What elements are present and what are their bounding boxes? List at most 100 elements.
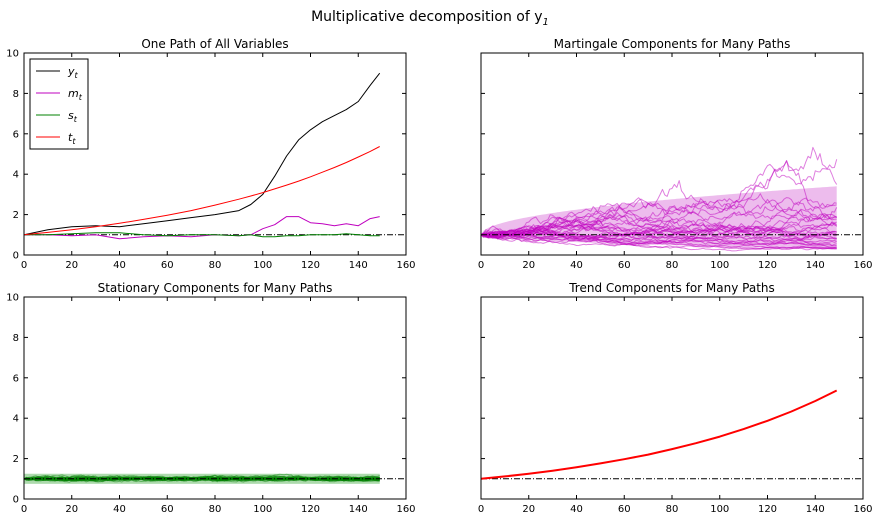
stationary-path	[24, 475, 380, 481]
legend-label-m: mt	[68, 87, 83, 102]
x-tick-label: 160	[853, 504, 872, 515]
x-tick-label: 120	[758, 504, 777, 515]
y-tick-label: 0	[13, 251, 19, 262]
x-tick-label: 0	[478, 504, 484, 515]
figure-suptitle: Multiplicative decomposition of y1	[311, 9, 549, 28]
martingale-path	[481, 197, 838, 240]
x-tick-label: 40	[570, 504, 583, 515]
series-line-y	[24, 72, 381, 236]
y-tick-label: 2	[13, 210, 19, 221]
stationary-path	[24, 474, 380, 482]
y-tick-label: 8	[13, 89, 19, 100]
x-tick-label: 100	[710, 504, 729, 515]
x-tick-label: 80	[666, 260, 679, 271]
x-tick-label: 160	[396, 504, 415, 515]
subplot-stationary: 0 20 40 60 80 100 120 140 160 0 2 4 6 8 10 Stationary C…	[6, 281, 415, 515]
x-tick-label: 100	[710, 260, 729, 271]
x-tick-label: 60	[161, 504, 174, 515]
x-tick-label: 40	[570, 260, 583, 271]
subplot-trend: 0 20 40 60 80 100 120 140 160 Trend Components fo…	[478, 281, 873, 515]
plot-area	[24, 72, 406, 240]
martingale-path	[481, 220, 837, 240]
x-tick-label: 0	[21, 504, 27, 515]
martingale-path	[481, 224, 837, 242]
legend-label-main: s	[68, 109, 74, 122]
x-tick-label: 20	[65, 260, 78, 271]
y-tick-label: 2	[13, 454, 19, 465]
legend-label-t: tt	[68, 131, 76, 146]
y-tick-label: 4	[13, 170, 19, 181]
x-tick-label: 80	[209, 504, 222, 515]
x-tick-label: 20	[522, 260, 535, 271]
x-tick-label: 100	[253, 260, 272, 271]
plot-area	[481, 146, 863, 252]
x-tick-label: 60	[618, 504, 631, 515]
x-tick-label: 20	[65, 504, 78, 515]
stationary-path	[24, 474, 380, 482]
legend-label-subscript: t	[75, 71, 79, 80]
x-tick-label: 0	[21, 260, 27, 271]
stationary-path	[24, 475, 380, 483]
y-tick-label: 10	[6, 49, 19, 60]
y-tick-label: 6	[13, 129, 19, 140]
x-tick-label: 60	[618, 260, 631, 271]
x-tick-label: 160	[396, 260, 415, 271]
x-tick-label: 120	[301, 260, 320, 271]
x-tick-label: 140	[806, 504, 825, 515]
y-tick-label: 8	[13, 333, 19, 344]
y-tick-label: 6	[13, 373, 19, 384]
x-tick-label: 120	[301, 504, 320, 515]
legend-label-y: yt	[67, 65, 79, 80]
stationary-path	[24, 476, 380, 483]
x-tick-label: 80	[209, 260, 222, 271]
x-tick-label: 20	[522, 504, 535, 515]
subplot-title: Stationary Components for Many Paths	[98, 281, 333, 295]
stationary-path	[24, 475, 380, 483]
plot-area	[481, 389, 863, 480]
x-tick-label: 140	[349, 504, 368, 515]
martingale-path	[481, 230, 837, 243]
x-tick-label: 100	[253, 504, 272, 515]
stationary-path	[24, 475, 380, 483]
axes-frame	[23, 296, 407, 500]
x-tick-label: 0	[478, 260, 484, 271]
series-line-m	[24, 216, 380, 240]
suptitle-text: Multiplicative decomposition of y	[311, 9, 542, 25]
legend-label-main: t	[68, 131, 73, 144]
x-tick-label: 160	[853, 260, 872, 271]
martingale-path	[481, 225, 837, 242]
legend-label-subscript: t	[79, 93, 83, 102]
x-tick-label: 120	[758, 260, 777, 271]
stationary-path	[24, 475, 380, 482]
trend-line	[481, 389, 838, 480]
legend-label-subscript: t	[72, 137, 76, 146]
x-tick-label: 140	[349, 260, 368, 271]
x-tick-label: 140	[806, 260, 825, 271]
legend-label-subscript: t	[74, 115, 78, 124]
x-tick-label: 80	[666, 504, 679, 515]
axes-frame	[480, 296, 864, 500]
x-tick-label: 40	[113, 260, 126, 271]
martingale-path	[481, 232, 837, 250]
subplot-one-path: 0 20 40 60 80 100 120 140 160 0 2 4 6 8 10 One Path of …	[6, 37, 415, 271]
stationary-path	[24, 475, 380, 482]
subplot-title: One Path of All Variables	[141, 37, 288, 51]
x-tick-label: 60	[161, 260, 174, 271]
suptitle-subscript: 1	[543, 17, 549, 28]
subplot-title: Trend Components for Many Paths	[568, 281, 775, 295]
y-tick-label: 4	[13, 414, 19, 425]
series-line-t	[24, 146, 380, 236]
legend-label-main: m	[68, 87, 79, 100]
plot-area	[24, 473, 406, 484]
x-tick-label: 40	[113, 504, 126, 515]
legend-box	[29, 58, 89, 150]
y-tick-label: 10	[6, 293, 19, 304]
y-tick-label: 0	[13, 495, 19, 506]
martingale-path	[481, 232, 837, 249]
stationary-path	[24, 475, 380, 482]
martingale-path	[481, 216, 837, 244]
series-line-s	[24, 232, 380, 238]
